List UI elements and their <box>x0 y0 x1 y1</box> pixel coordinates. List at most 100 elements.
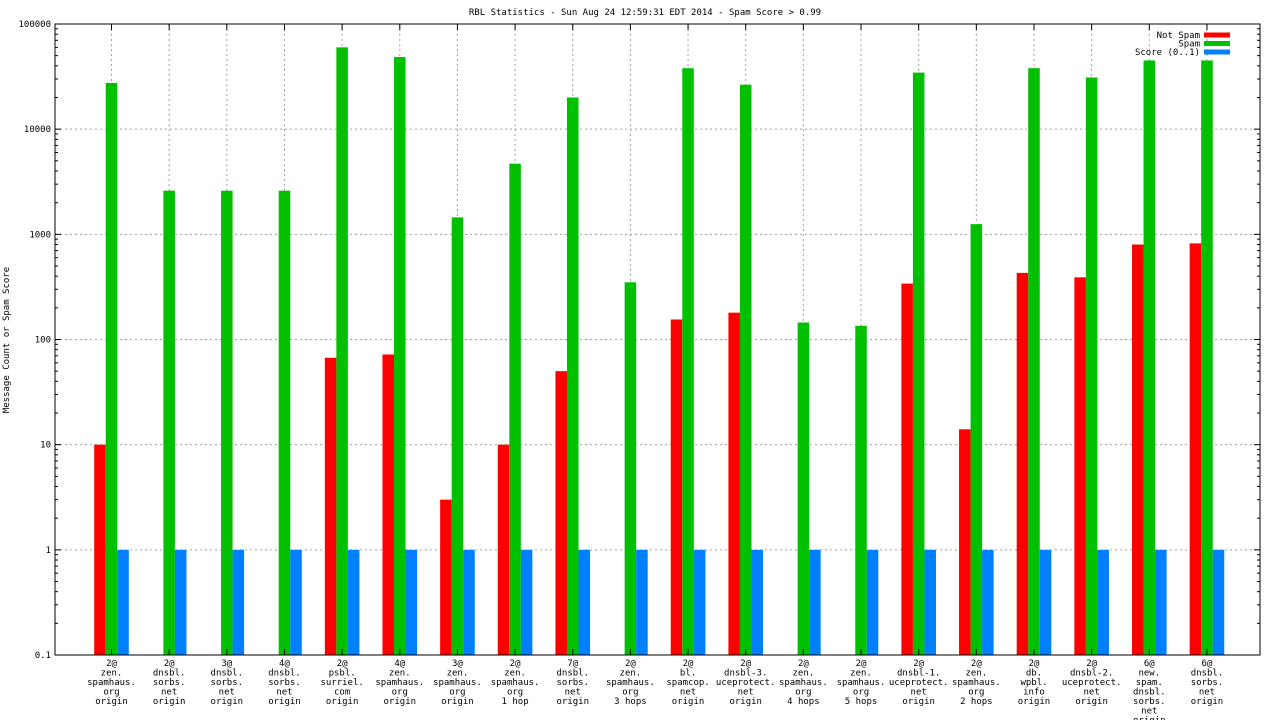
bar-score-0-1 <box>982 549 994 655</box>
bar-spam <box>509 163 521 655</box>
x-tick-label-line: zen. <box>793 669 815 679</box>
bar-score-0-1 <box>1212 549 1225 655</box>
x-tick-label-line: zen. <box>850 669 872 679</box>
y-tick-label: 100 <box>35 336 51 346</box>
x-tick-label: 2@ zen. spamhaus. org 5 hops <box>837 659 886 707</box>
y-axis-label: Message Count or Spam Score <box>2 267 12 413</box>
x-tick-label-line: sorbs. <box>1133 697 1166 707</box>
x-tick-label: 3@ dnsbl. sorbs. net origin <box>211 659 244 707</box>
bar-spam <box>394 57 406 655</box>
x-tick-label-line: origin <box>672 697 705 707</box>
x-tick-label-line: sorbs. <box>153 678 186 688</box>
x-tick-label-line: surriel. <box>320 678 363 688</box>
x-tick-label-line: spam. <box>1136 678 1163 688</box>
x-tick-label-line: origin <box>729 697 762 707</box>
x-tick-label-line: org <box>968 688 984 698</box>
bar-spam <box>912 72 925 656</box>
x-tick-label-line: spamcop. <box>666 678 709 688</box>
bar-spam <box>105 82 118 656</box>
legend-label: Not Spam <box>1157 31 1200 41</box>
bar-score-0-1 <box>636 549 648 655</box>
x-tick-label: 6@ dnsbl. sorbs. net origin <box>1191 659 1224 707</box>
x-tick-label-line: origin <box>1133 716 1166 720</box>
bar-spam <box>682 68 694 656</box>
x-tick-label-line: sorbs. <box>556 678 589 688</box>
legend-label: Spam <box>1178 40 1200 50</box>
bar-score-0-1 <box>751 549 764 655</box>
bar-spam <box>1143 60 1156 656</box>
x-tick-label-line: net <box>911 688 927 698</box>
x-tick-label: 2@ zen. spamhaus. org origin <box>87 659 136 707</box>
bar-spam <box>278 190 291 656</box>
x-tick-label-line: org <box>507 688 523 698</box>
x-tick-label: 3@ zen. spamhaus. org origin <box>433 659 482 707</box>
x-tick-label-line: org <box>103 688 119 698</box>
bar-score-0-1 <box>347 549 360 655</box>
x-tick-label-line: net <box>1084 688 1100 698</box>
bar-score-0-1 <box>232 549 245 655</box>
x-tick-label-line: dnsbl. <box>1191 669 1224 679</box>
bar-not-spam <box>382 354 395 655</box>
x-tick-label-line: origin <box>326 697 359 707</box>
x-tick-label-line: uceprotect. <box>889 678 949 688</box>
bar-score-0-1 <box>924 549 936 655</box>
legend-swatch <box>1204 49 1230 55</box>
x-tick-label-line: zen. <box>447 669 469 679</box>
bar-not-spam <box>901 283 913 655</box>
bar-spam <box>336 47 348 655</box>
bar-spam <box>1201 60 1213 656</box>
x-tick-label-line: dnsbl. <box>153 669 186 679</box>
y-tick-label: 100000 <box>18 20 51 30</box>
x-tick-label-line: origin <box>211 697 244 707</box>
x-tick-label-line: 2 hops <box>960 697 993 707</box>
x-tick-label-line: net <box>1141 707 1157 717</box>
bar-spam <box>970 224 983 655</box>
bar-not-spam <box>959 429 971 655</box>
x-tick-label-line: 2@ <box>740 659 751 669</box>
legend-swatch <box>1204 41 1230 46</box>
x-tick-label-line: 2@ <box>337 659 348 669</box>
x-tick-label-line: new. <box>1138 669 1160 679</box>
x-tick-label-line: net <box>565 688 581 698</box>
x-tick-label: 2@ zen. spamhaus. org 4 hops <box>779 659 828 707</box>
x-tick-label-line: org <box>392 688 408 698</box>
x-tick-label-line: net <box>1199 688 1215 698</box>
x-tick-label-line: origin <box>384 697 417 707</box>
x-tick-label-line: origin <box>1075 697 1108 707</box>
x-tick-label-line: origin <box>556 697 589 707</box>
x-tick-label-line: zen. <box>504 669 526 679</box>
bar-spam <box>163 190 175 656</box>
x-tick-label: 2@ db. wpbl. info origin <box>1018 659 1051 707</box>
bar-score-0-1 <box>1155 549 1167 655</box>
bar-spam <box>221 190 233 656</box>
bar-not-spam <box>670 319 683 655</box>
x-tick-label: 2@ dnsbl. sorbs. net origin <box>153 659 186 707</box>
x-tick-label-line: 2@ <box>106 659 117 669</box>
x-tick-label-line: 6@ <box>1202 659 1213 669</box>
x-tick-label-line: dnsbl. <box>556 669 589 679</box>
bar-spam <box>566 97 579 655</box>
x-tick-label-line: sorbs. <box>211 678 244 688</box>
y-tick-label: 1000 <box>29 230 51 240</box>
bar-not-spam <box>1132 244 1144 656</box>
x-tick-label-line: 6@ <box>1144 659 1155 669</box>
bar-spam <box>451 217 464 655</box>
x-tick-label: 2@ bl. spamcop. net origin <box>666 659 709 707</box>
bar-score-0-1 <box>693 549 706 655</box>
x-tick-label-line: sorbs. <box>1191 678 1224 688</box>
x-tick-label-line: 2@ <box>798 659 809 669</box>
bar-not-spam <box>94 444 106 655</box>
x-tick-label-line: zen. <box>965 669 987 679</box>
x-tick-label-line: 2@ <box>856 659 867 669</box>
x-tick-label-line: 2@ <box>510 659 521 669</box>
bar-score-0-1 <box>578 549 591 655</box>
bar-score-0-1 <box>866 549 879 655</box>
x-tick-label-line: origin <box>441 697 474 707</box>
bar-score-0-1 <box>290 549 302 655</box>
x-tick-label-line: 7@ <box>567 659 578 669</box>
x-tick-label: 4@ dnsbl. sorbs. net origin <box>268 659 301 707</box>
x-tick-label-line: info <box>1023 688 1045 698</box>
